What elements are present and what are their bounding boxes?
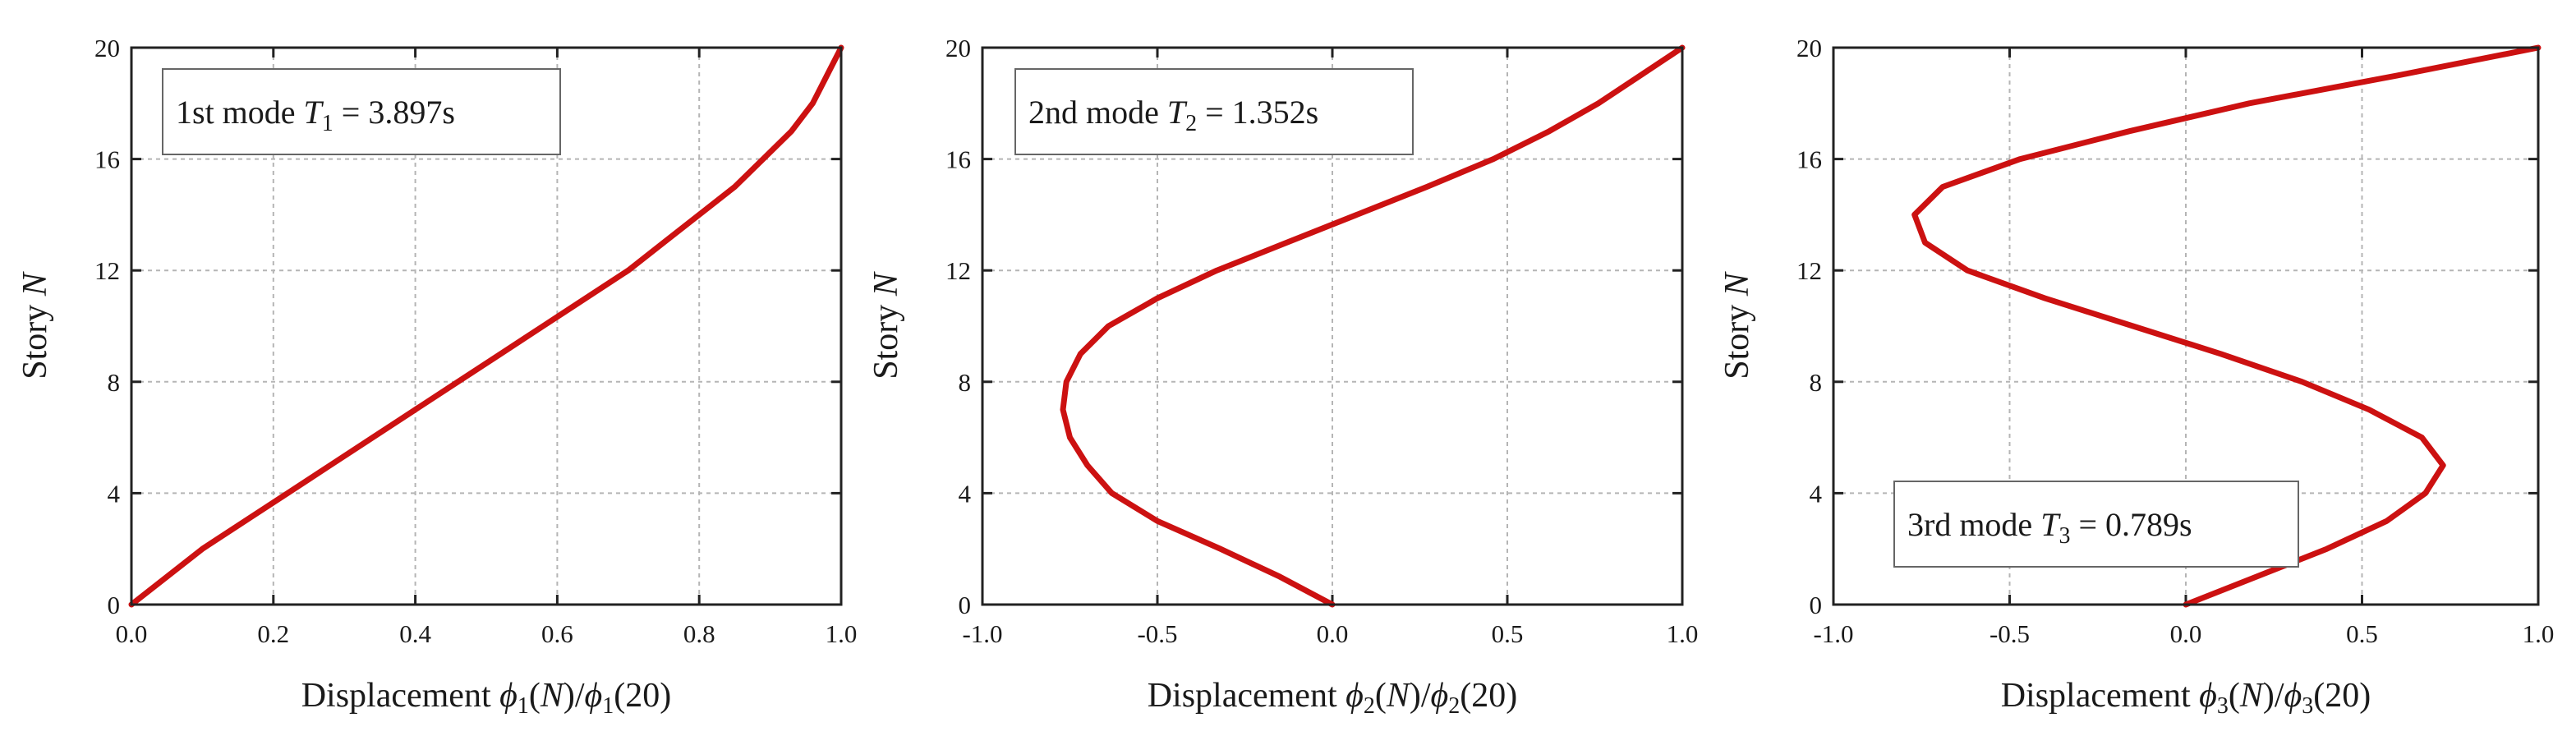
x-tick-label: 0.0 bbox=[116, 619, 148, 648]
x-axis-title: Displacement ϕ1(N)/ϕ1(20) bbox=[301, 677, 672, 719]
x-tick-label: 0.5 bbox=[1492, 619, 1524, 648]
y-axis-title: Story N bbox=[1718, 271, 1756, 380]
y-tick-label: 12 bbox=[94, 256, 120, 285]
y-tick-label: 8 bbox=[959, 368, 972, 397]
x-tick-label: 1.0 bbox=[1667, 619, 1699, 648]
mode-annotation-box bbox=[1014, 68, 1414, 155]
mode-shape-line bbox=[1911, 44, 2542, 608]
mode-annotation-box bbox=[162, 68, 561, 155]
x-tick-label: 0.2 bbox=[257, 619, 289, 648]
x-tick-label: -0.5 bbox=[1990, 619, 2030, 648]
y-tick-label: 0 bbox=[1810, 591, 1823, 619]
x-tick-label: -1.0 bbox=[1813, 619, 1853, 648]
chart-panel-1: 0.0 0.2 0.4 0.6 0.8 1.0 0 4 8 12 16 20 Displacement … bbox=[16, 34, 857, 719]
y-tick-label: 12 bbox=[945, 256, 971, 285]
plot-frame bbox=[981, 46, 1684, 606]
y-tick-label: 16 bbox=[94, 145, 120, 174]
y-axis-title: Story N bbox=[867, 271, 905, 380]
y-tick-label: 0 bbox=[959, 591, 972, 619]
x-tick-label: -1.0 bbox=[962, 619, 1002, 648]
x-tick-label: 1.0 bbox=[826, 619, 858, 648]
y-tick-label: 16 bbox=[945, 145, 971, 174]
y-tick-label: 16 bbox=[1796, 145, 1822, 174]
y-tick-label: 8 bbox=[1810, 368, 1823, 397]
chart-panel-3: -1.0 -0.5 0.0 0.5 1.0 0 4 8 12 16 20 Displacement ϕ… bbox=[1718, 34, 2554, 719]
x-tick-label: -0.5 bbox=[1137, 619, 1177, 648]
x-tick-label: 0.0 bbox=[2170, 619, 2202, 648]
mode-shape-line bbox=[1060, 44, 1686, 608]
y-tick-label: 20 bbox=[94, 34, 120, 62]
y-tick-label: 20 bbox=[945, 34, 971, 62]
plot-frame bbox=[1832, 46, 2540, 606]
mode-annotation-text: 2nd mode T2 = 1.352s bbox=[1028, 94, 1318, 136]
x-tick-label: 1.0 bbox=[2523, 619, 2555, 648]
y-tick-label: 4 bbox=[1810, 479, 1823, 508]
y-tick-label: 20 bbox=[1796, 34, 1822, 62]
x-tick-label: 0.0 bbox=[1317, 619, 1349, 648]
mode-annotation-text: 3rd mode T3 = 0.789s bbox=[1907, 506, 2192, 549]
y-axis-title: Story N bbox=[16, 271, 54, 380]
x-tick-label: 0.6 bbox=[541, 619, 573, 648]
mode-shape-line bbox=[128, 44, 844, 608]
x-tick-label: 0.4 bbox=[399, 619, 431, 648]
chart-panel-2: -1.0 -0.5 0.0 0.5 1.0 0 4 8 12 16 20 Displacement ϕ… bbox=[867, 34, 1698, 719]
y-tick-label: 0 bbox=[108, 591, 121, 619]
x-tick-label: 0.8 bbox=[683, 619, 715, 648]
plot-frame bbox=[130, 46, 843, 606]
mode-annotation-text: 1st mode T1 = 3.897s bbox=[176, 94, 455, 136]
mode-annotation-box bbox=[1893, 481, 2299, 568]
y-tick-label: 4 bbox=[959, 479, 972, 508]
y-tick-label: 8 bbox=[108, 368, 121, 397]
y-tick-label: 12 bbox=[1796, 256, 1822, 285]
x-axis-title: Displacement ϕ2(N)/ϕ2(20) bbox=[1148, 677, 1518, 719]
x-tick-label: 0.5 bbox=[2346, 619, 2378, 648]
y-tick-label: 4 bbox=[108, 479, 121, 508]
x-axis-title: Displacement ϕ3(N)/ϕ3(20) bbox=[2001, 677, 2371, 719]
